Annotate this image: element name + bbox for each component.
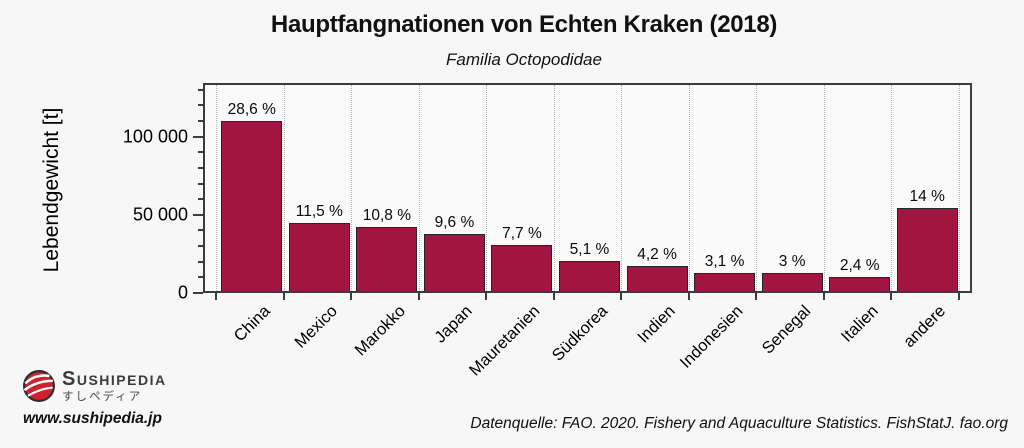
bar-value-label: 3 %: [778, 253, 806, 270]
bar-value-label: 10,8 %: [362, 207, 411, 224]
bar-indien: [626, 266, 688, 291]
grid-line: [756, 85, 758, 291]
y-axis-tick-label: 50 000: [132, 204, 188, 225]
bar-senegal: [761, 273, 823, 291]
grid-line: [959, 85, 960, 291]
bar-value-label: 9,6 %: [434, 214, 475, 231]
footer-logo: Sushipedia すしペディア: [22, 369, 167, 408]
y-axis-major-tick: [193, 292, 203, 294]
bar-value-label: 28,6 %: [227, 101, 276, 118]
x-axis-tick: [890, 293, 893, 300]
y-axis-tick-label: 0: [177, 282, 188, 303]
y-axis-major-tick: [193, 135, 203, 138]
grid-line: [823, 85, 825, 291]
bar-value-label: 4,2 %: [637, 246, 677, 263]
bar-marokko: [356, 227, 418, 291]
chart-title: Hauptfangnationen von Echten Kraken (201…: [270, 11, 778, 38]
grid-line: [688, 85, 690, 291]
x-axis-tick: [958, 293, 960, 300]
grid-line: [553, 85, 555, 291]
x-axis-tick: [417, 293, 420, 300]
y-axis-tick-label: 100 000: [122, 126, 188, 147]
x-axis-tick: [215, 293, 217, 300]
grid-line: [216, 85, 217, 291]
bar-andere: [896, 208, 958, 291]
data-source-note: Datenquelle: FAO. 2020. Fishery and Aqua…: [470, 415, 1008, 432]
chart-subtitle: Familia Octopodidae: [446, 50, 602, 69]
bar-value-label: 2,4 %: [839, 257, 880, 274]
bar-mexico: [288, 223, 350, 291]
grid-line: [891, 85, 893, 291]
grid-line: [283, 85, 285, 291]
x-axis-tick: [485, 293, 488, 300]
grid-line: [486, 85, 488, 291]
x-axis-tick: [755, 293, 758, 300]
bar-value-label: 5,1 %: [569, 241, 610, 258]
x-axis-tick: [620, 293, 623, 300]
bar-japan: [423, 234, 485, 291]
y-axis-major-tick: [193, 213, 203, 216]
grid-line: [351, 85, 353, 291]
x-axis-tick: [687, 293, 690, 300]
y-axis-title: Lebendgewicht [t]: [40, 107, 63, 273]
grid-line: [621, 85, 623, 291]
x-axis-tick: [822, 293, 825, 300]
bar-indonesien: [694, 273, 756, 291]
sushipedia-logo-icon: [22, 369, 56, 408]
bar-value-label: 3,1 %: [704, 253, 745, 270]
bar-china: [221, 121, 283, 291]
bar-value-label: 11,5 %: [295, 203, 343, 220]
bar-mauretanien: [491, 245, 553, 291]
bar-value-label: 14 %: [909, 188, 945, 205]
x-axis-tick: [282, 293, 285, 300]
plot-area: 28,6 % 11,5 % 10,8 % 9,6 % 7,7 % 5,1 % 4,2 % 3,…: [203, 83, 972, 293]
x-axis-tick: [350, 293, 353, 300]
brand-name: Sushipedia: [62, 368, 167, 390]
bar-südkorea: [559, 261, 620, 291]
bar-value-label: 7,7 %: [502, 225, 542, 242]
website-url: www.sushipedia.jp: [23, 410, 162, 427]
brand-name-japanese: すしペディア: [62, 391, 143, 403]
bar-italien: [829, 277, 891, 291]
x-axis-tick: [552, 293, 555, 300]
grid-line: [418, 85, 420, 291]
